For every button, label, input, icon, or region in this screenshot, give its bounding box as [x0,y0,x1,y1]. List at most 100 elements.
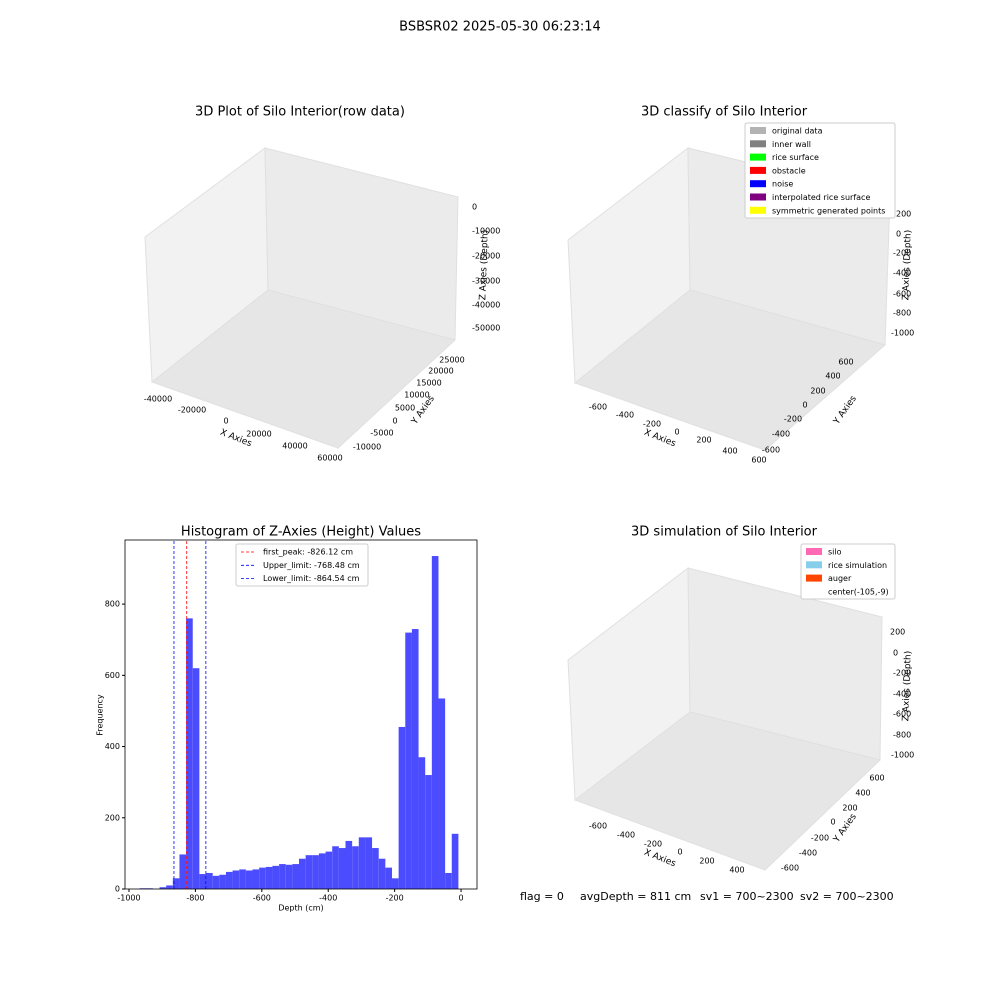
x-tick-label: -600 [253,894,271,903]
bar [292,864,300,889]
y-tick-label: -5000 [370,429,393,438]
bar [232,870,240,889]
bar [206,872,213,889]
y-tick-label: -400 [799,849,817,858]
legend-swatch [750,140,766,148]
y-tick-label: 600 [869,774,884,783]
legend-swatch [750,206,766,214]
footer-text: avgDepth = 811 cm [580,890,691,903]
x-tick-label: 20000 [246,430,271,439]
bar [192,668,200,889]
y-tick-label: -600 [762,446,780,455]
panel-title: 3D Plot of Silo Interior(row data) [195,105,405,120]
pane [573,711,881,871]
bar [179,854,187,889]
bar [358,837,366,889]
y-tick-label: 400 [105,742,120,751]
legend-label: obstacle [772,166,806,175]
bar [199,874,207,889]
bar [219,874,226,889]
panel-title: 3D simulation of Silo Interior [631,525,818,540]
bar [279,864,286,889]
bar [352,846,359,889]
bar [325,851,333,889]
x-axis-label: Depth (cm) [278,904,323,913]
x-tick-label: 600 [751,456,766,465]
z-tick-label: 0 [893,649,898,658]
x-tick-label: -600 [589,822,607,831]
y-tick-label: 5000 [395,404,415,413]
y-tick-label: -200 [784,415,802,424]
x-tick-label: -1000 [117,894,140,903]
x-tick-label: 40000 [282,442,307,451]
x-tick-label: -20000 [178,406,206,415]
footer-text: sv2 = 700~2300 [800,890,894,903]
bar [398,726,406,889]
panel-title: Histogram of Z-Axies (Height) Values [181,525,421,540]
legend-label: inner wall [772,140,811,149]
bar [372,848,379,889]
y-tick-label: 10000 [404,391,429,400]
footer: flag = 0 avgDepth = 811 cm sv1 = 700~230… [520,890,894,903]
bar [225,871,233,889]
legend-label: Upper_limit: -768.48 cm [263,561,360,570]
legend-box [744,122,896,219]
axes-frame [124,539,478,890]
z-axis-label: Z Axies (Depth) [901,651,913,722]
z-tick-label: 200 [896,210,911,219]
z-tick-label: -200 [893,249,911,258]
x-tick-label: 0 [223,417,228,426]
x-tick-label: 60000 [317,454,342,463]
y-tick-label: 600 [838,358,853,367]
z-tick-label: 0 [472,203,477,212]
y-tick-label: 0 [392,417,397,426]
suptitle: BSBSR02 2025-05-30 06:23:14 [399,20,601,35]
legend-label: silo [828,548,842,557]
x-tick-label: -400 [319,894,337,903]
legend-swatch [750,153,766,161]
y-tick-label: 600 [105,671,120,680]
y-tick-label: 15000 [416,379,441,388]
z-tick-label: 200 [890,628,905,637]
legend-label: Lower_limit: -864.54 cm [263,574,360,583]
y-tick-label: 0 [802,401,807,410]
z-tick-label: 0 [896,230,901,239]
legend-swatch [750,180,766,188]
x-tick-label: 200 [699,857,714,866]
z-tick-label: -30000 [472,277,500,286]
x-tick-label: 0 [674,428,679,437]
legend-swatch [750,166,766,174]
legend-swatch [806,574,822,582]
legend-box [235,543,369,587]
x-tick-label: 200 [696,436,711,445]
bar [431,556,439,889]
z-tick-label: -10000 [472,227,500,236]
x-tick-label: 0 [677,848,682,857]
x-tick-label: 400 [729,866,744,875]
z-axis-label: Z Axies (Depth) [901,230,913,301]
bar [212,875,220,889]
legend-label: original data [772,127,823,136]
footer-text: flag = 0 [520,890,564,903]
bar [438,698,446,889]
bar [172,878,180,889]
x-tick-label: 400 [722,447,737,456]
y-tick-label: -10000 [353,443,381,452]
z-tick-label: -400 [893,690,911,699]
bar [159,887,167,889]
y-tick-label: 0 [115,885,120,894]
legend-swatch [806,548,822,555]
bar [332,846,339,889]
x-tick-label: -600 [589,403,607,412]
bar [418,757,426,889]
y-tick-label: 400 [855,789,870,798]
y-tick-label: 25000 [439,356,464,365]
z-axis-label: Z Axies (Depth) [478,230,490,301]
z-tick-label: -200 [893,669,911,678]
bar [166,885,173,889]
bar [265,866,273,889]
bar [345,840,353,889]
z-tick-label: -600 [893,290,911,299]
z-tick-label: -800 [893,309,911,318]
